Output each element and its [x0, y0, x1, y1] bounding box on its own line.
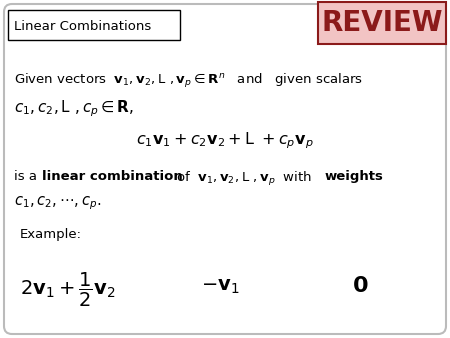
Text: $-\mathbf{v}_1$: $-\mathbf{v}_1$ [201, 276, 239, 295]
Text: weights: weights [325, 170, 384, 183]
Text: of  $\mathbf{v}_1,\mathbf{v}_2,\mathrm{L}\ ,\mathbf{v}_p$  with: of $\mathbf{v}_1,\mathbf{v}_2,\mathrm{L}… [172, 170, 313, 188]
Text: $c_1\mathbf{v}_1 + c_2\mathbf{v}_2 +\mathrm{L}\ + c_p\mathbf{v}_p$: $c_1\mathbf{v}_1 + c_2\mathbf{v}_2 +\mat… [136, 130, 314, 151]
Text: Given vectors  $\mathbf{v}_1,\mathbf{v}_2,\mathrm{L}\ ,\mathbf{v}_p \in \mathbf{: Given vectors $\mathbf{v}_1,\mathbf{v}_2… [14, 72, 363, 90]
Text: REVIEW: REVIEW [321, 9, 443, 37]
Text: linear combination: linear combination [42, 170, 183, 183]
Text: $2\mathbf{v}_1 + \dfrac{1}{2}\mathbf{v}_2$: $2\mathbf{v}_1 + \dfrac{1}{2}\mathbf{v}_… [20, 271, 116, 309]
Text: $\mathbf{0}$: $\mathbf{0}$ [352, 276, 368, 296]
FancyBboxPatch shape [4, 4, 446, 334]
Text: is a: is a [14, 170, 41, 183]
FancyBboxPatch shape [318, 2, 446, 44]
Text: Example:: Example: [20, 228, 82, 241]
Text: $c_1,c_2,\cdots,c_p.$: $c_1,c_2,\cdots,c_p.$ [14, 194, 101, 212]
Text: $c_1,c_2,\mathrm{L}\ ,c_p \in \mathbf{R},$: $c_1,c_2,\mathrm{L}\ ,c_p \in \mathbf{R}… [14, 98, 134, 119]
FancyBboxPatch shape [8, 10, 180, 40]
Text: Linear Combinations: Linear Combinations [14, 20, 151, 32]
